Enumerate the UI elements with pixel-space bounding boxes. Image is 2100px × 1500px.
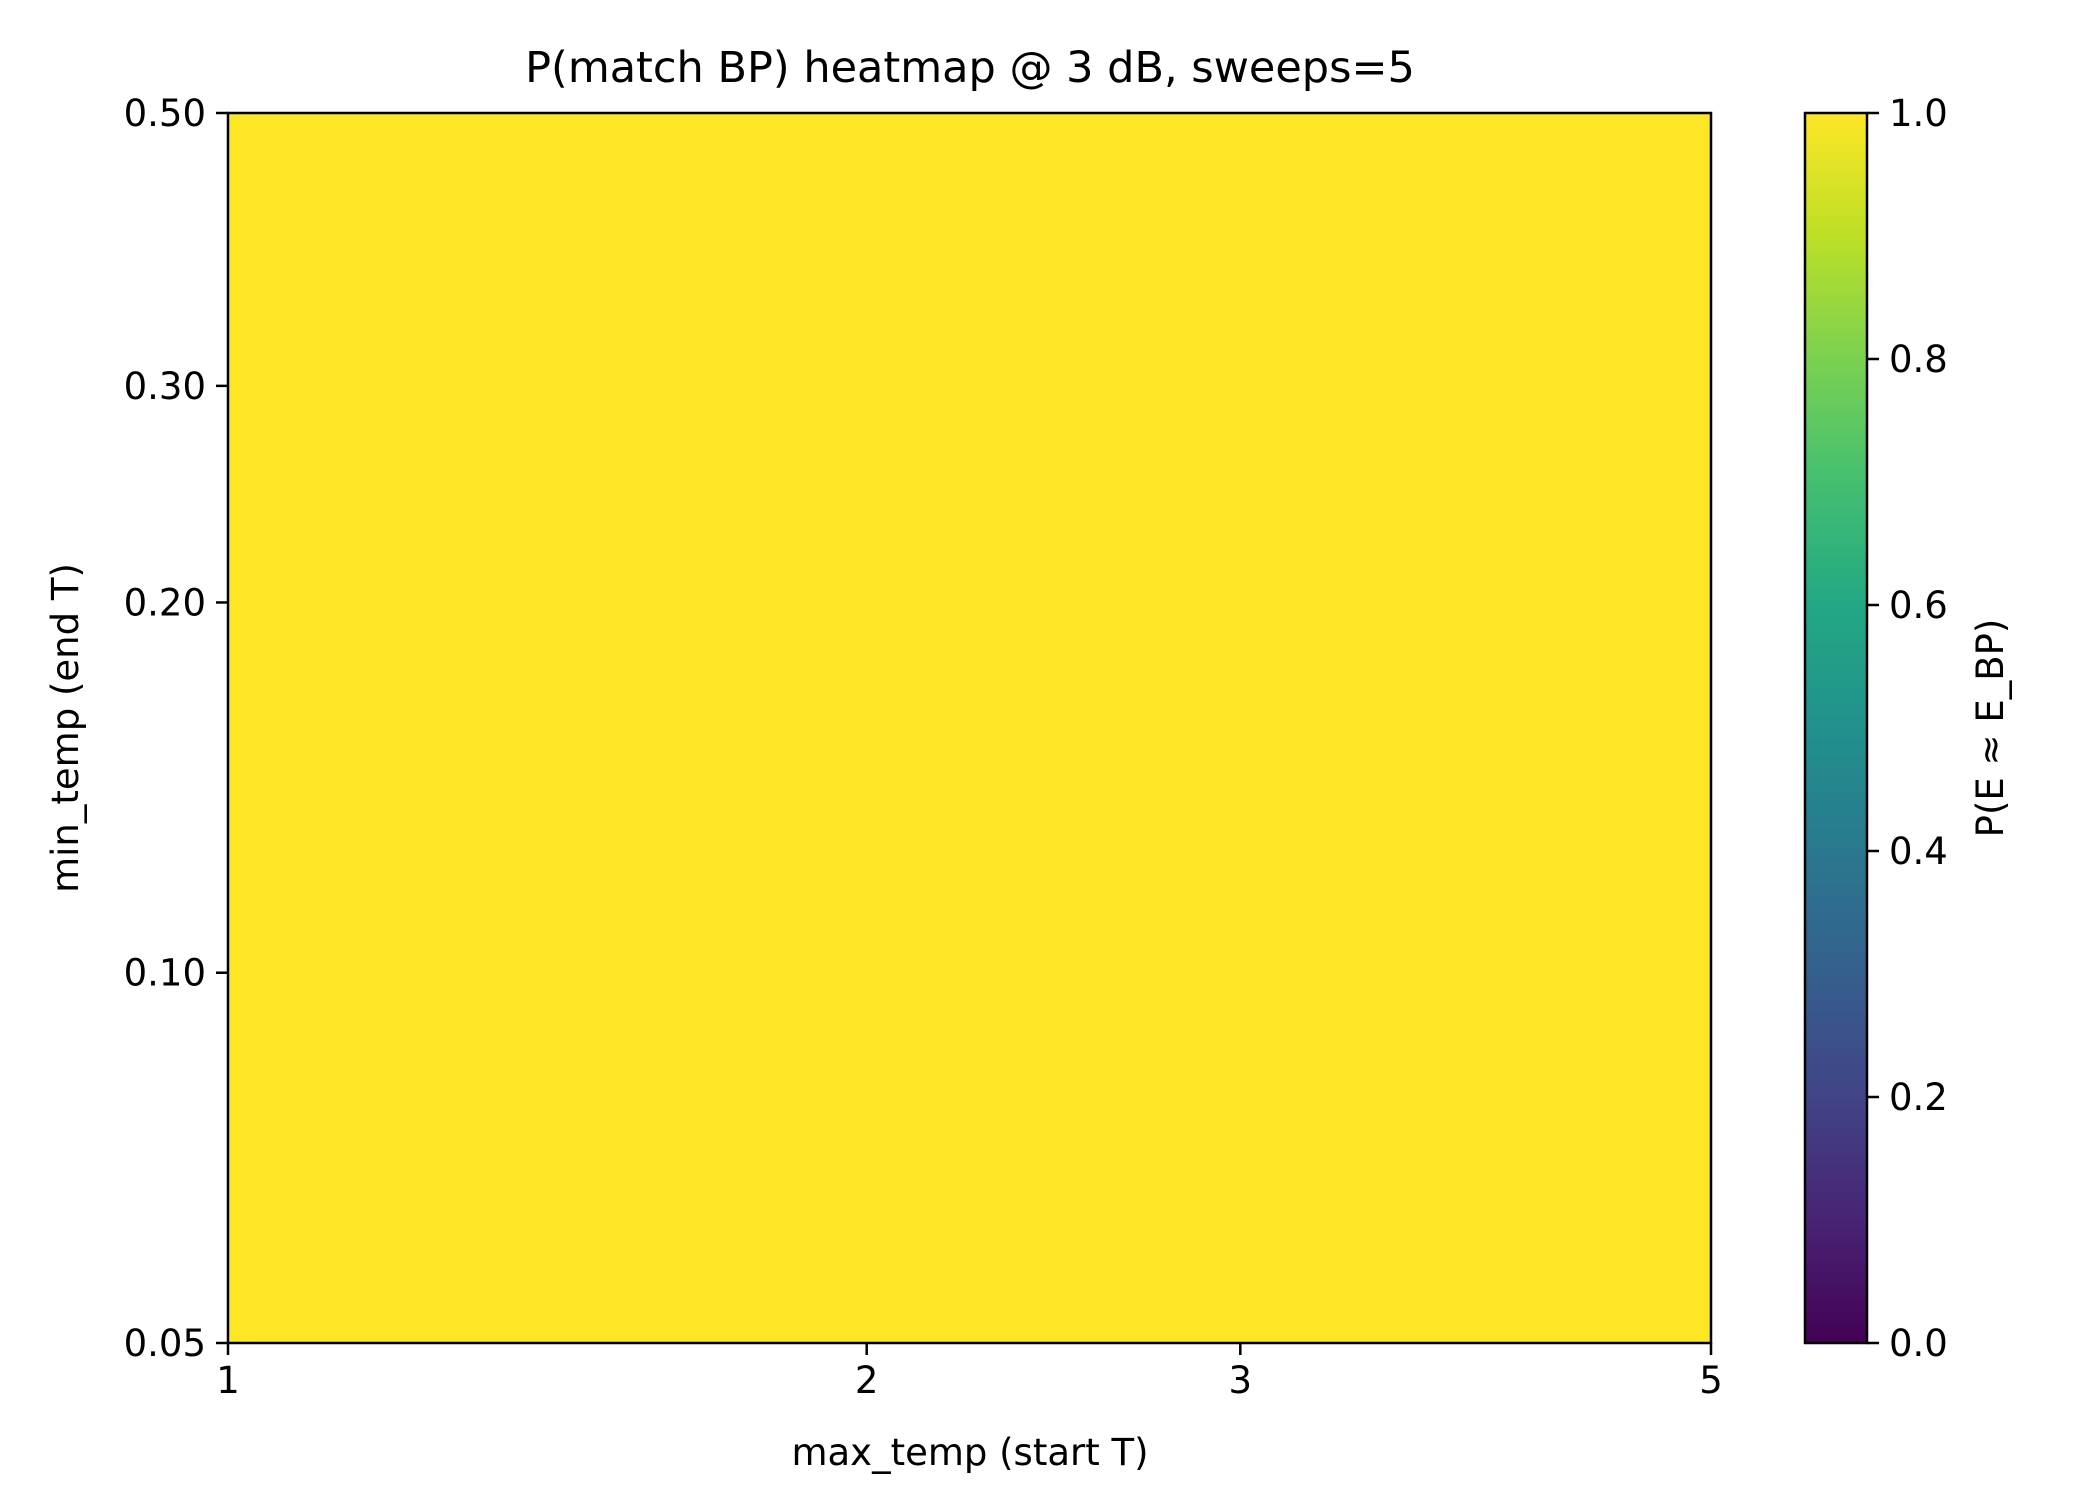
- colorbar-tick-label: 1.0: [1889, 92, 1948, 135]
- x-tick-label: 2: [855, 1359, 879, 1402]
- heatmap-cell: [1475, 249, 1712, 495]
- heatmap-cell: [1053, 113, 1477, 251]
- colorbar-tick-label: 0.8: [1889, 338, 1948, 381]
- plot-frame: [226, 111, 1713, 1345]
- y-tick-label: 0.30: [124, 365, 206, 408]
- colorbar-tick-label: 0.2: [1889, 1076, 1948, 1119]
- y-tick-label: 0.05: [124, 1322, 206, 1365]
- heatmap-cell: [547, 113, 1055, 251]
- heatmap-cell: [1053, 494, 1477, 789]
- colorbar: [1803, 111, 1869, 1345]
- heatmap-cell: [228, 494, 548, 789]
- x-tick-label: 1: [216, 1359, 240, 1402]
- heatmap-cell: [228, 249, 548, 495]
- heatmap-cell: [228, 787, 548, 1159]
- x-tick-label: 3: [1229, 1359, 1253, 1402]
- x-tick-label: 5: [1699, 1359, 1723, 1402]
- heatmap-cell: [1475, 787, 1712, 1159]
- x-axis-label: max_temp (start T): [791, 1431, 1148, 1474]
- y-tick-label: 0.50: [124, 92, 206, 135]
- y-axis-ticks: 0.05 0.10 0.20 0.30 0.50: [124, 92, 228, 1365]
- heatmap-cell: [547, 1157, 1055, 1344]
- heatmap-cell: [1053, 1157, 1477, 1344]
- heatmap-cell: [1475, 494, 1712, 789]
- heatmap-cell: [1053, 787, 1477, 1159]
- heatmap-cell: [228, 113, 548, 251]
- y-tick-label: 0.20: [124, 581, 206, 624]
- heatmap-cell: [547, 494, 1055, 789]
- y-tick-label: 0.10: [124, 952, 206, 995]
- colorbar-tick-label: 0.6: [1889, 584, 1948, 627]
- chart-title: P(match BP) heatmap @ 3 dB, sweeps=5: [525, 43, 1415, 93]
- heatmap-cell: [547, 249, 1055, 495]
- colorbar-ticks: 0.0 0.2 0.4 0.6 0.8 1.0: [1867, 92, 1948, 1365]
- heatmap-cell: [228, 1157, 548, 1344]
- heatmap-cell: [1475, 1157, 1712, 1344]
- y-axis-label: min_temp (end T): [44, 563, 87, 893]
- colorbar-label: P(E ≈ E_BP): [1969, 619, 2012, 838]
- heatmap-cell: [1053, 249, 1477, 495]
- colorbar-tick-label: 0.4: [1889, 830, 1948, 873]
- heatmap-cell: [547, 787, 1055, 1159]
- heatmap-cells: [228, 113, 1712, 1344]
- x-axis-ticks: 1 2 3 5: [216, 1343, 1723, 1402]
- heatmap-cell: [1475, 113, 1712, 251]
- colorbar-tick-label: 0.0: [1889, 1322, 1948, 1365]
